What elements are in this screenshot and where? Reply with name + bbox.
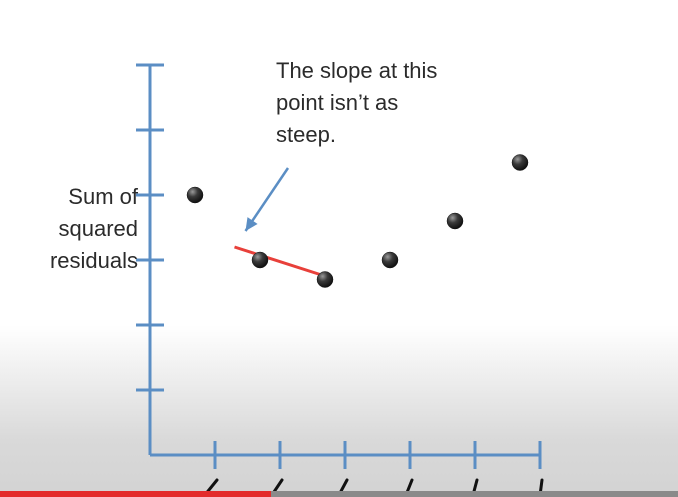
data-point [511,154,529,171]
video-progress-fill [0,491,272,497]
arrow-shaft [244,167,290,232]
annotation-line-2: point isn’t as [276,90,399,115]
video-progress-bar[interactable] [0,491,678,497]
annotation-line-3: steep. [276,122,336,147]
data-point [251,251,269,269]
data-point [446,212,464,230]
chart-marks [186,154,529,288]
arrowhead [245,217,258,231]
annotation-arrow [244,167,290,232]
annotation-line-1: The slope at this [276,58,438,83]
annotation-text: The slope at this point isn’t as steep. [276,55,496,151]
chart-ticks [136,63,542,469]
data-point [186,186,204,204]
data-point [316,271,334,288]
data-point [381,251,399,269]
tangent-line [234,245,326,278]
y-axis-label: Sum of squared residuals [49,184,138,273]
